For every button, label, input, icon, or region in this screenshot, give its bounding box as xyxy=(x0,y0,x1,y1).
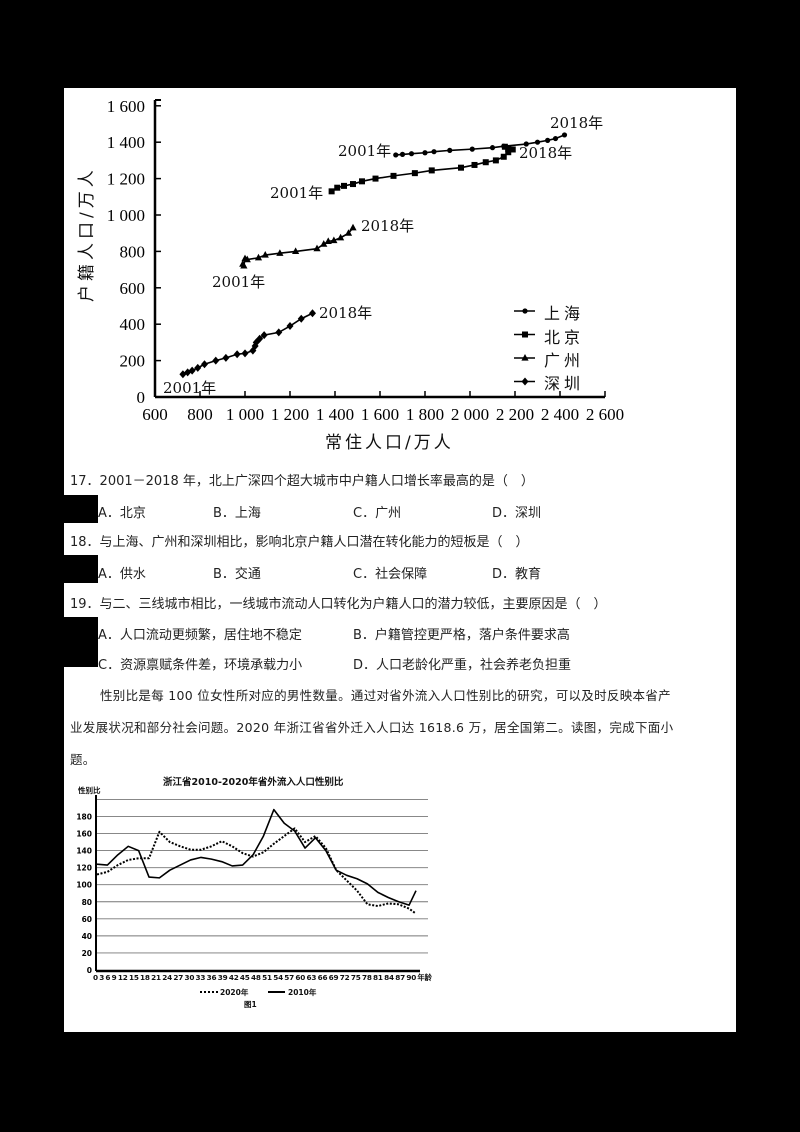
x-tick-label: 2 400 xyxy=(541,405,579,424)
y-tick-label: 0 xyxy=(137,388,146,407)
population-scatter-chart: 0 200 400 600 800 1 000 1 200 1 400 1 600 600 800… xyxy=(107,97,624,424)
x-tick-label: 800 xyxy=(187,405,213,424)
annotation-guangzhou-start: 2001年 xyxy=(212,273,266,291)
x-tick-label: 2 200 xyxy=(496,405,534,424)
annotation-shenzhen-start: 2001年 xyxy=(163,379,217,397)
annotation-shanghai-start: 2001年 xyxy=(338,142,392,160)
question-18-option-d[interactable]: D．教育 xyxy=(492,567,542,582)
passage-line-2: 业发展状况和部分社会问题。2020 年浙江省省外迁入人口达 1618.6 万，居… xyxy=(70,720,674,735)
passage-line-1: 性别比是每 100 位女性所对应的男性数量。通过对省外流入人口性别比的研究，可以… xyxy=(100,688,671,703)
legend-label-shenzhen: 深圳 xyxy=(544,374,585,393)
question-17-option-c[interactable]: C．广州 xyxy=(353,506,402,521)
x-tick-label: 1 600 xyxy=(361,405,399,424)
question-17-option-a[interactable]: A．北京 xyxy=(98,506,146,521)
y-tick-label: 800 xyxy=(120,242,146,261)
annotation-beijing-end: 2018年 xyxy=(519,144,573,162)
y-tick-label: 1 000 xyxy=(107,206,145,225)
series-北京 xyxy=(328,143,516,195)
chart2-title: 浙江省2010-2020年省外流入人口性别比 xyxy=(163,777,344,788)
y-tick-label: 200 xyxy=(120,352,146,371)
question-19-option-b[interactable]: B．户籍管控更严格，落户条件要求高 xyxy=(353,628,570,643)
chart2-y-label: 性别比 xyxy=(78,786,101,795)
series-广州 xyxy=(239,223,357,269)
y-tick-label: 1 200 xyxy=(107,170,145,189)
x-tick-label: 1 800 xyxy=(406,405,444,424)
x-tick-label: 1 400 xyxy=(316,405,354,424)
annotation-shanghai-end: 2018年 xyxy=(550,114,604,132)
question-19-option-c[interactable]: C．资源禀赋条件差，环境承载力小 xyxy=(98,658,303,673)
question-17-option-d[interactable]: D．深圳 xyxy=(492,506,542,521)
legend-label-shanghai: 上海 xyxy=(544,304,585,323)
x-tick-label: 600 xyxy=(142,405,168,424)
legend-label-guangzhou: 广州 xyxy=(544,351,585,370)
y-tick-label: 600 xyxy=(120,279,146,298)
question-17-option-b[interactable]: B．上海 xyxy=(213,506,261,521)
chart2-legend-2010: 2010年 xyxy=(288,988,317,997)
series-深圳 xyxy=(179,309,316,379)
question-19-option-a[interactable]: A．人口流动更频繁，居住地不稳定 xyxy=(98,628,302,643)
chart2-caption: 图1 xyxy=(244,1000,257,1009)
x-tick-label: 2 600 xyxy=(586,405,624,424)
question-17-stem: 17．2001－2018 年，北上广深四个超大城市中户籍人口增长率最高的是（ ） xyxy=(70,474,534,489)
x-tick-label: 2 000 xyxy=(451,405,489,424)
redaction-block xyxy=(64,555,98,583)
x-axis-label: 常住人口/万人 xyxy=(325,433,454,453)
question-18-option-a[interactable]: A．供水 xyxy=(98,567,146,582)
series-上海 xyxy=(393,132,568,158)
redaction-block xyxy=(64,617,98,667)
y-axis-label: 户籍人口/万人 xyxy=(77,166,97,302)
chart2-legend-2020: 2020年 xyxy=(220,988,249,997)
y-tick-label: 1 600 xyxy=(107,97,145,116)
x-tick-label: 1 200 xyxy=(271,405,309,424)
chart2-x-ticks: 0 3 6 9 12 15 18 21 24 27 30 33 36 39 42… xyxy=(93,973,432,982)
question-19-stem: 19．与二、三线城市相比，一线城市流动人口转化为户籍人口的潜力较低，主要原因是（… xyxy=(70,597,607,612)
annotation-guangzhou-end: 2018年 xyxy=(361,217,415,235)
question-18-option-b[interactable]: B．交通 xyxy=(213,567,261,582)
y-tick-label: 400 xyxy=(120,315,146,334)
y-tick-label: 1 400 xyxy=(107,133,145,152)
redaction-block xyxy=(64,495,98,523)
passage-line-3: 题。 xyxy=(70,752,96,767)
question-18-option-c[interactable]: C．社会保障 xyxy=(353,567,428,582)
annotation-shenzhen-end: 2018年 xyxy=(319,304,373,322)
question-19-option-d[interactable]: D．人口老龄化严重，社会养老负担重 xyxy=(353,658,572,673)
x-tick-label: 1 000 xyxy=(226,405,264,424)
question-18-stem: 18．与上海、广州和深圳相比，影响北京户籍人口潜在转化能力的短板是（ ） xyxy=(70,535,529,550)
annotation-beijing-start: 2001年 xyxy=(270,184,324,202)
legend-label-beijing: 北京 xyxy=(544,328,585,347)
